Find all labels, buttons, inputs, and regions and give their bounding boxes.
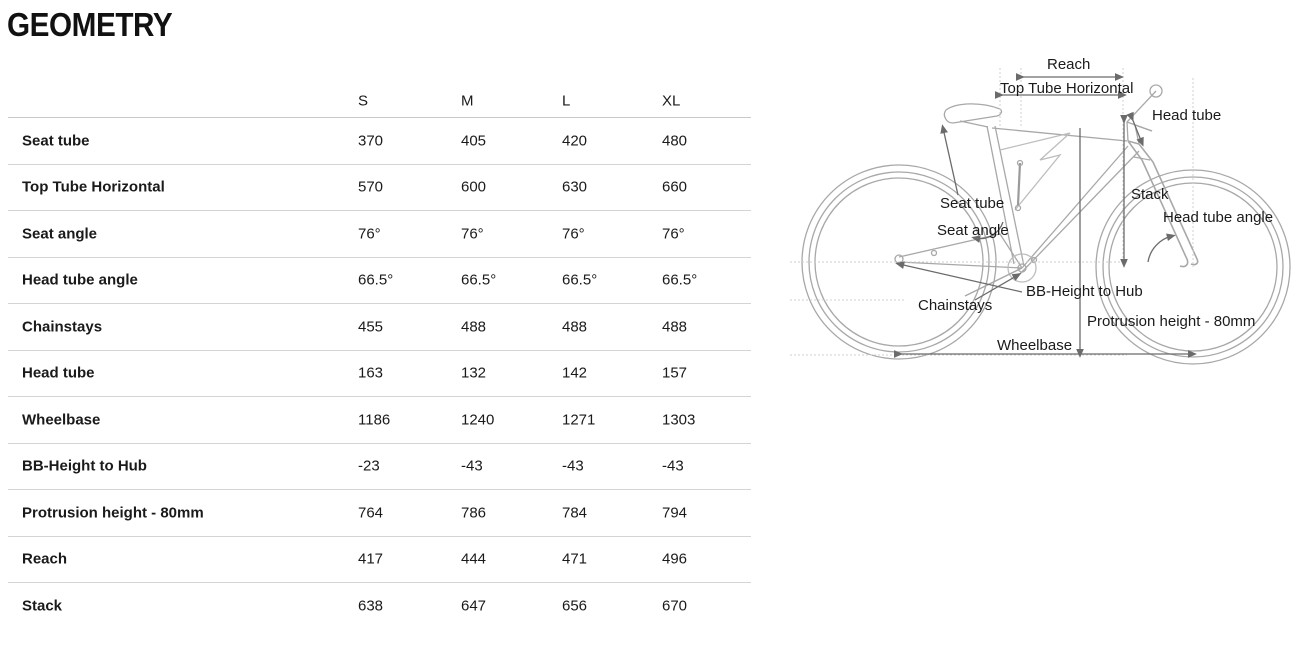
svg-text:Top Tube Horizontal: Top Tube Horizontal — [1000, 80, 1133, 97]
svg-text:Chainstays: Chainstays — [918, 297, 992, 314]
svg-text:Head tube: Head tube — [1152, 107, 1221, 124]
svg-text:Protrusion height - 80mm: Protrusion height - 80mm — [1087, 313, 1255, 330]
svg-text:Seat tube: Seat tube — [940, 195, 1004, 212]
svg-text:BB-Height to Hub: BB-Height to Hub — [1026, 283, 1143, 300]
svg-text:Head tube angle: Head tube angle — [1163, 209, 1273, 226]
svg-text:Seat angle: Seat angle — [937, 222, 1009, 239]
svg-text:Wheelbase: Wheelbase — [997, 337, 1072, 354]
svg-text:Stack: Stack — [1131, 186, 1169, 203]
svg-text:Reach: Reach — [1047, 56, 1090, 73]
